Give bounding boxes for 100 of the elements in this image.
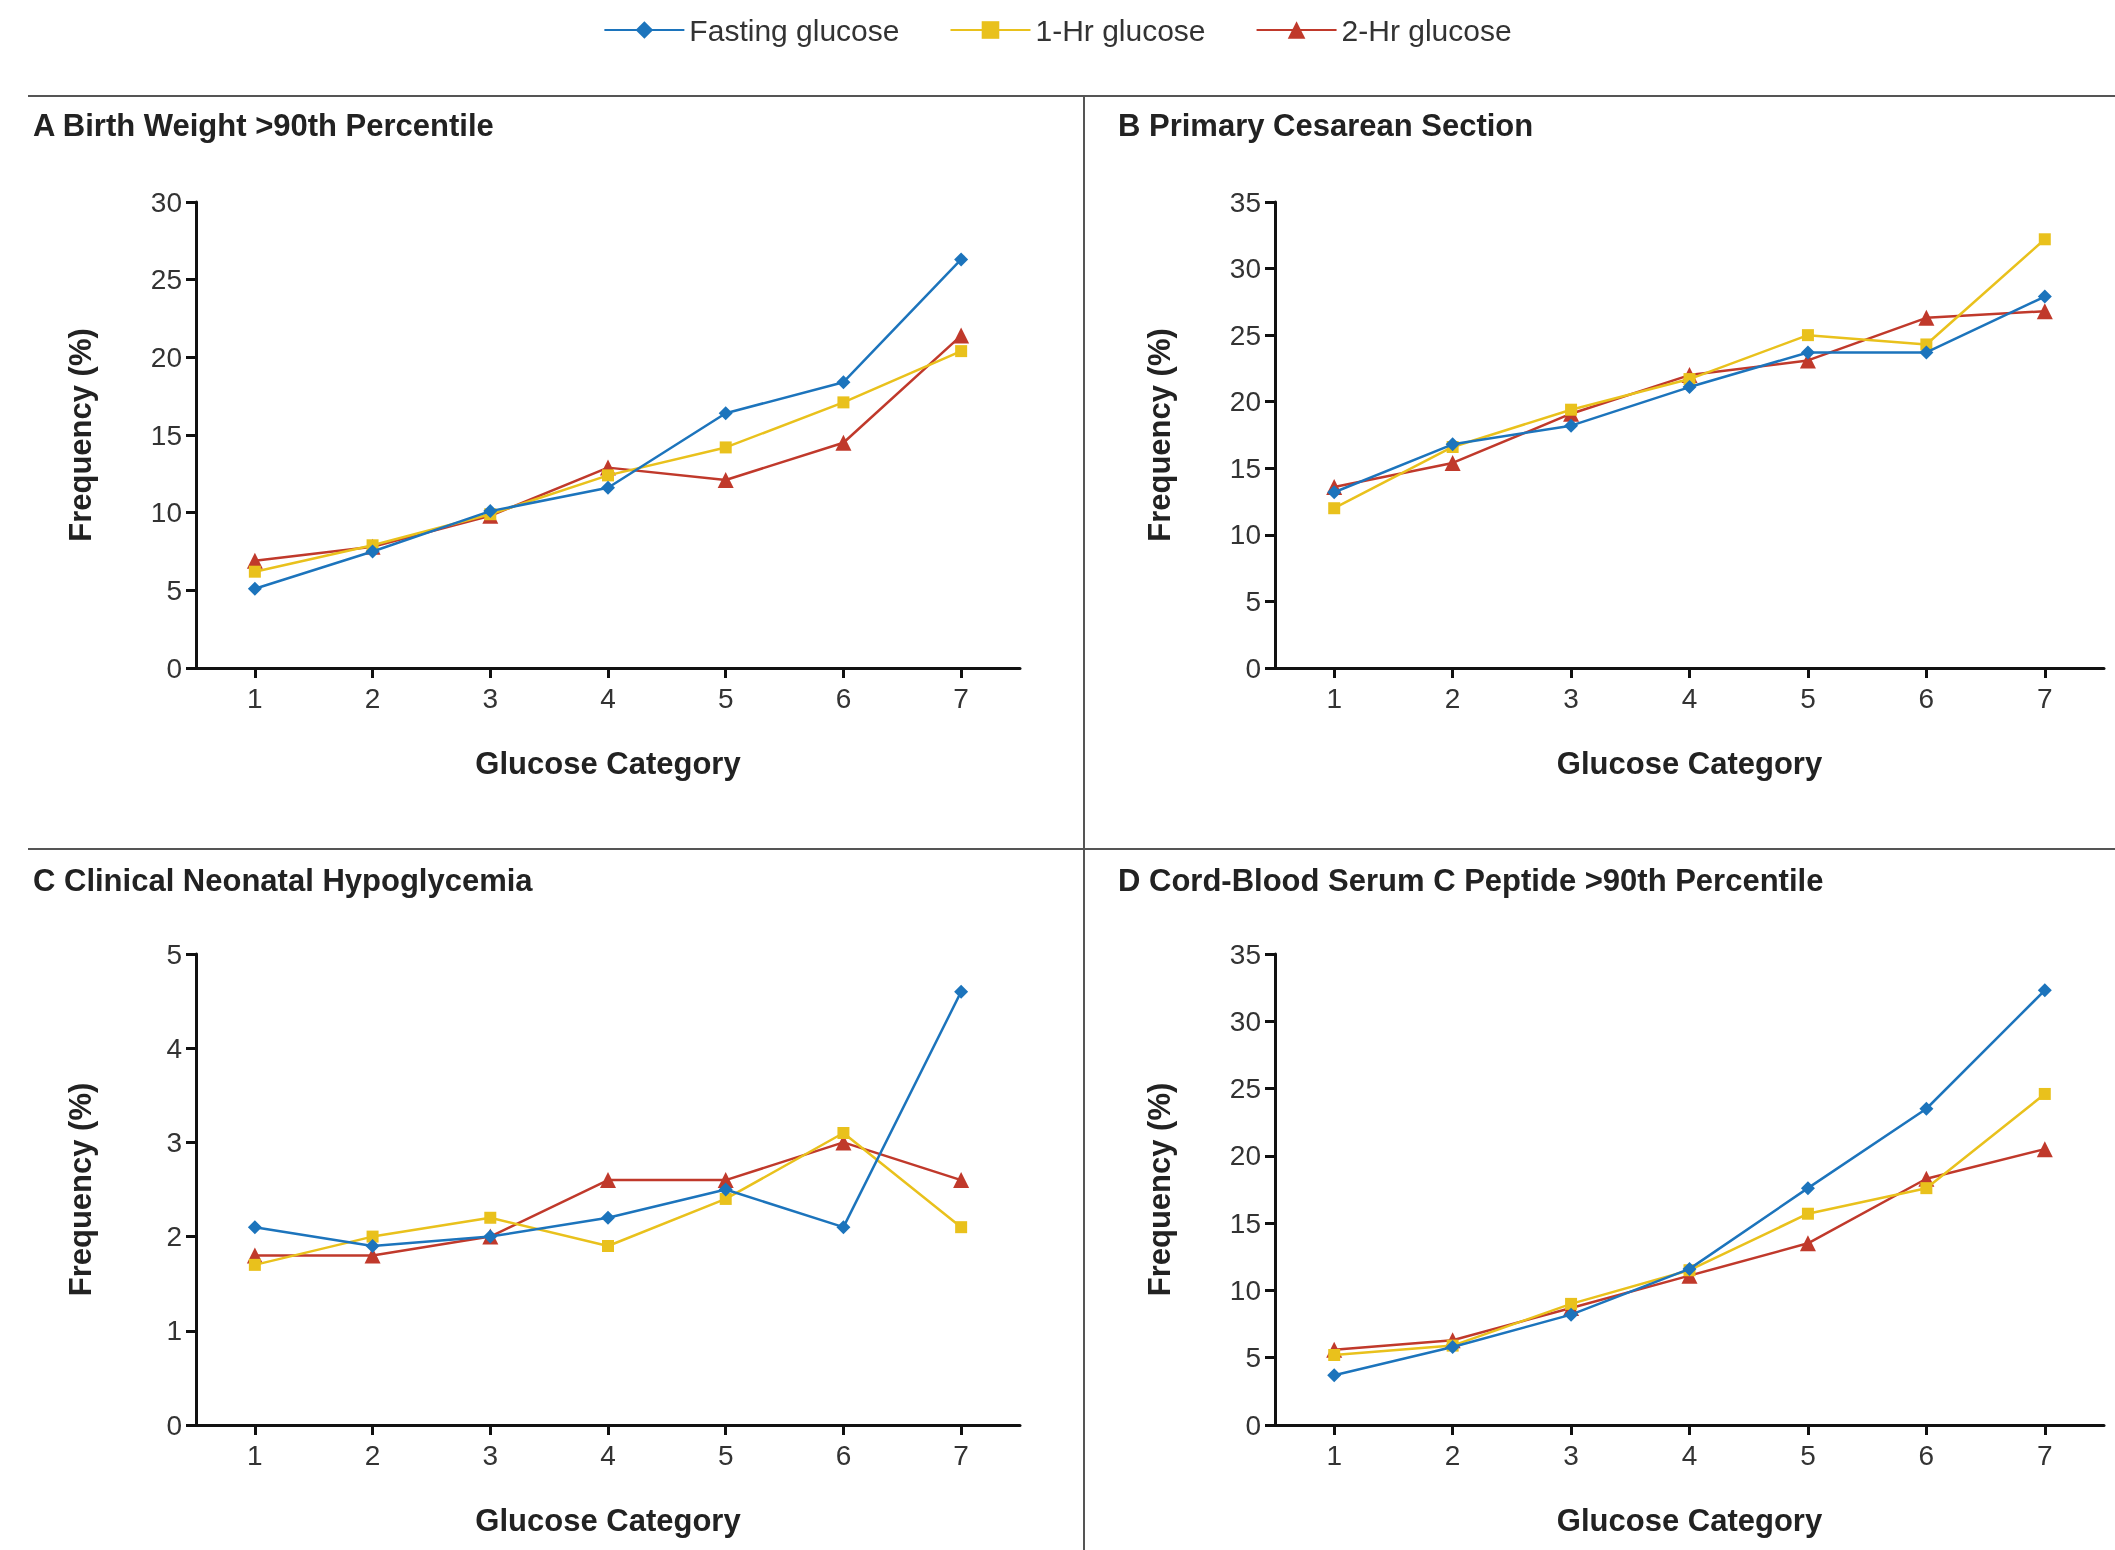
point — [1327, 1368, 1342, 1383]
point — [247, 1220, 262, 1235]
y-tick-label: 5 — [166, 574, 182, 606]
y-tick-label: 5 — [1245, 585, 1261, 617]
x-tick-label: 6 — [835, 1439, 852, 1471]
point — [484, 1211, 497, 1224]
y-tick-label: 25 — [1229, 319, 1261, 351]
point — [1919, 345, 1934, 360]
y-axis-title: Frequency (%) — [63, 1082, 98, 1297]
point — [837, 396, 850, 409]
point — [1919, 1101, 1934, 1116]
chart-title: D Cord-Blood Serum C Peptide >90th Percentile — [1118, 863, 1824, 898]
x-tick-label: 4 — [1681, 1439, 1698, 1471]
y-tick-label: 20 — [150, 341, 182, 373]
y-tick-label: 0 — [166, 1409, 182, 1441]
point — [248, 565, 261, 578]
point — [1920, 1182, 1933, 1195]
x-tick-label: 4 — [600, 682, 616, 714]
x-axis-title: Glucose Category — [1556, 1503, 1823, 1538]
point — [1565, 1297, 1578, 1310]
y-tick-label: 2 — [166, 1221, 182, 1253]
x-tick-label: 1 — [1326, 682, 1342, 714]
y-axis-title: Frequency (%) — [1142, 328, 1177, 542]
x-tick-label: 4 — [600, 1439, 616, 1471]
x-tick-label: 7 — [953, 1439, 969, 1471]
legend-label: Fasting glucose — [689, 13, 900, 47]
y-tick-label: 25 — [150, 264, 182, 296]
x-tick-label: 1 — [1326, 1439, 1342, 1471]
x-tick-label: 3 — [1563, 1439, 1579, 1471]
x-tick-label: 4 — [1681, 682, 1698, 714]
y-tick-label: 30 — [150, 186, 182, 218]
point — [718, 1182, 733, 1197]
y-tick-label: 15 — [150, 419, 182, 451]
point — [719, 441, 732, 454]
x-tick-label: 3 — [482, 1439, 499, 1471]
point — [1564, 418, 1579, 433]
x-tick-label: 5 — [1800, 1439, 1816, 1471]
y-tick-label: 20 — [1229, 1140, 1261, 1172]
y-tick-label: 0 — [166, 652, 182, 684]
x-tick-label: 5 — [1800, 682, 1816, 714]
x-tick-label: 7 — [2037, 1439, 2053, 1471]
y-tick-label: 30 — [1229, 253, 1261, 285]
point — [1565, 403, 1578, 416]
y-tick-label: 15 — [1229, 452, 1261, 484]
y-tick-label: 30 — [1229, 1005, 1261, 1037]
y-tick-label: 10 — [1229, 1274, 1261, 1306]
point — [835, 434, 852, 451]
point — [953, 1172, 970, 1189]
point — [1800, 345, 1815, 360]
y-tick-label: 5 — [166, 938, 182, 970]
point — [955, 1221, 968, 1234]
point — [602, 469, 614, 482]
point — [2037, 289, 2052, 304]
point — [601, 480, 615, 495]
y-tick-label: 1 — [166, 1315, 182, 1347]
point — [836, 375, 851, 390]
y-tick-label: 10 — [150, 497, 182, 529]
point — [1327, 485, 1342, 500]
point — [2038, 233, 2051, 246]
chart-title: A Birth Weight >90th Percentile — [33, 108, 494, 143]
point — [836, 1220, 851, 1235]
point — [601, 1210, 615, 1225]
point — [717, 472, 734, 489]
x-tick-label: 1 — [247, 1439, 263, 1471]
x-tick-label: 7 — [2037, 682, 2053, 714]
legend-label: 2-Hr glucose — [1341, 13, 1512, 47]
y-tick-label: 0 — [1245, 652, 1261, 684]
point — [1328, 1349, 1341, 1362]
y-tick-label: 15 — [1229, 1207, 1261, 1239]
y-tick-label: 20 — [1229, 386, 1261, 418]
y-tick-label: 35 — [1229, 186, 1261, 218]
point — [1801, 1207, 1814, 1220]
x-tick-label: 2 — [1444, 1439, 1461, 1471]
x-tick-label: 5 — [717, 1439, 734, 1471]
point — [248, 1258, 261, 1271]
x-axis-title: Glucose Category — [475, 1503, 742, 1538]
x-tick-label: 5 — [717, 682, 734, 714]
y-tick-label: 5 — [1245, 1342, 1261, 1374]
x-tick-label: 2 — [364, 682, 381, 714]
point — [2036, 303, 2053, 320]
point — [2037, 983, 2052, 998]
point — [1444, 454, 1461, 471]
x-tick-label: 2 — [1444, 682, 1461, 714]
x-axis-title: Glucose Category — [475, 746, 742, 781]
point — [719, 1192, 732, 1205]
point — [600, 1172, 616, 1189]
point — [837, 1126, 850, 1139]
y-tick-label: 3 — [166, 1126, 182, 1158]
x-tick-label: 3 — [482, 682, 499, 714]
point — [953, 327, 970, 344]
point — [718, 406, 733, 421]
y-tick-label: 0 — [1245, 1409, 1261, 1441]
y-axis-title: Frequency (%) — [63, 328, 98, 542]
point — [602, 1240, 614, 1253]
point — [1564, 1307, 1579, 1322]
point — [2036, 1141, 2053, 1158]
x-axis-title: Glucose Category — [1556, 746, 1823, 781]
x-tick-label: 6 — [1918, 1439, 1935, 1471]
x-tick-label: 3 — [1563, 682, 1579, 714]
x-tick-label: 6 — [1918, 682, 1935, 714]
